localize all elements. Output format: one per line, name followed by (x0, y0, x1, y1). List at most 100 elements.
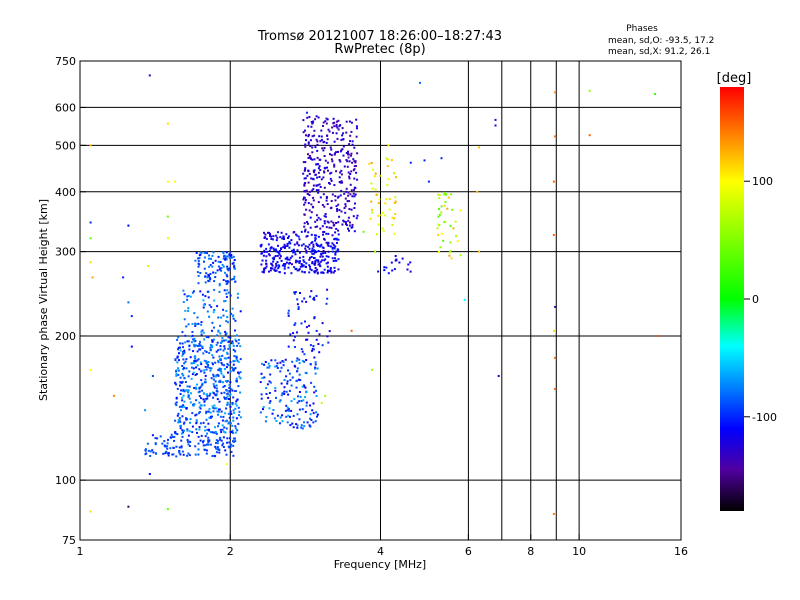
data-point (200, 321, 203, 324)
data-point (293, 398, 296, 401)
data-point (314, 226, 317, 228)
data-point (296, 331, 298, 334)
data-point (312, 196, 315, 199)
data-point (195, 366, 198, 369)
data-point (296, 401, 299, 404)
data-point (349, 134, 352, 137)
data-point (234, 440, 237, 443)
data-point (336, 250, 339, 253)
data-point (211, 455, 214, 457)
data-point (228, 421, 231, 424)
data-point (212, 261, 215, 264)
data-point (193, 360, 196, 362)
data-point (327, 261, 329, 264)
data-point (233, 411, 236, 414)
colorbar-label: [deg] (717, 71, 752, 86)
data-point (275, 234, 278, 237)
data-point (311, 252, 314, 255)
data-point (186, 298, 189, 301)
data-point (270, 267, 272, 270)
data-point (190, 341, 193, 344)
data-point (211, 340, 214, 343)
data-point (304, 201, 307, 204)
data-point (230, 254, 233, 256)
data-point (345, 131, 348, 134)
data-point (200, 385, 203, 388)
data-point (176, 414, 179, 417)
data-point (207, 257, 210, 260)
data-point (280, 366, 283, 369)
data-point (178, 450, 181, 453)
data-point (347, 219, 350, 222)
data-point (323, 205, 326, 208)
x-tick-label: 8 (527, 545, 534, 558)
data-point (260, 263, 263, 266)
data-point (222, 279, 225, 281)
data-point (267, 243, 270, 246)
data-point (238, 410, 241, 413)
data-point (174, 382, 177, 385)
data-point (302, 172, 305, 175)
data-point (232, 369, 235, 372)
data-point (350, 154, 352, 157)
data-point (204, 281, 207, 284)
data-point (186, 340, 189, 343)
data-point (342, 132, 345, 135)
data-point (333, 184, 336, 187)
colorbar-tick-label: 0 (752, 293, 759, 306)
data-point (211, 339, 213, 342)
data-point (191, 431, 194, 434)
data-point (333, 153, 336, 156)
colorbar-gradient (720, 87, 744, 511)
data-point (179, 349, 182, 352)
data-point (219, 348, 222, 351)
data-point (279, 422, 281, 425)
data-point (177, 412, 180, 415)
data-point (232, 344, 235, 347)
data-point (313, 263, 316, 266)
data-point (345, 152, 348, 154)
data-point (314, 269, 317, 272)
data-point (374, 172, 377, 175)
data-point (332, 117, 335, 120)
data-point (175, 401, 178, 404)
data-point (127, 301, 130, 304)
data-point (195, 422, 198, 425)
data-point (384, 202, 387, 205)
data-point (273, 417, 276, 420)
data-point (215, 407, 218, 410)
data-point (409, 261, 412, 264)
data-point (278, 253, 281, 256)
data-point (221, 337, 224, 340)
data-point (283, 247, 286, 250)
data-point (300, 348, 303, 351)
data-point (276, 362, 279, 365)
data-point (184, 341, 187, 344)
data-point (227, 336, 230, 339)
data-point (305, 249, 308, 252)
data-point (385, 198, 388, 201)
data-point (327, 232, 330, 235)
data-point (274, 250, 277, 253)
data-point (208, 315, 211, 318)
data-point (303, 169, 306, 172)
data-point (222, 446, 225, 448)
data-point (302, 264, 305, 267)
data-point (386, 183, 389, 186)
data-point (197, 257, 200, 260)
data-point (334, 237, 336, 240)
data-point (314, 262, 317, 265)
data-point (176, 355, 179, 358)
data-point (181, 372, 184, 375)
data-point (306, 338, 309, 341)
data-point (338, 209, 341, 212)
data-point (354, 187, 356, 189)
data-point (201, 329, 204, 332)
data-point (310, 177, 313, 180)
data-point (295, 386, 298, 389)
data-point (236, 296, 239, 299)
data-point (279, 370, 282, 373)
data-point (192, 290, 195, 293)
data-point (342, 219, 345, 222)
data-point (201, 345, 204, 348)
